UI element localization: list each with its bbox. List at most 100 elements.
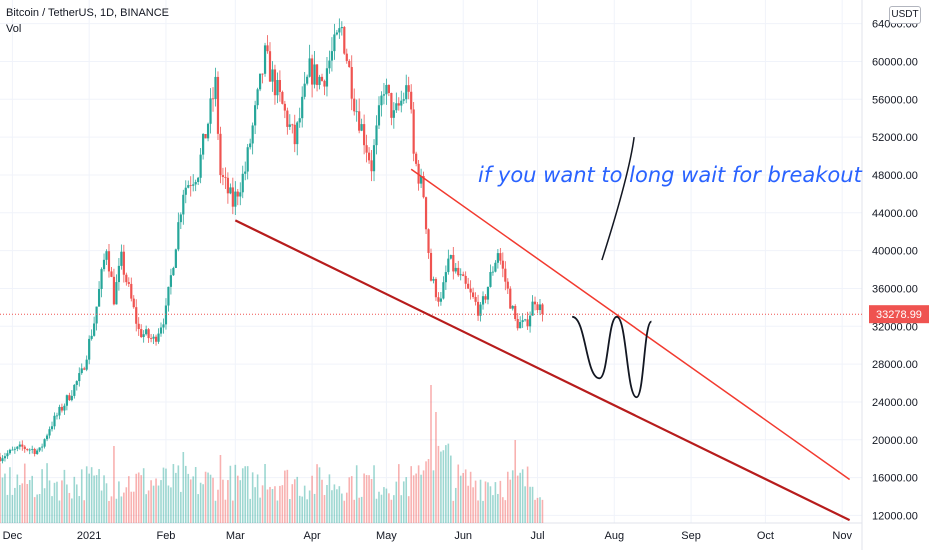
- volume-bar: [529, 486, 531, 523]
- volume-bar: [261, 485, 264, 523]
- volume-bar: [41, 469, 43, 523]
- candle-body: [325, 68, 329, 87]
- volume-bar: [192, 476, 195, 523]
- volume-bar: [251, 472, 254, 523]
- candle-body: [83, 368, 86, 370]
- y-tick-label: 44000.00: [872, 208, 918, 220]
- annotation-text[interactable]: if you want to long wait for breakout: [478, 163, 862, 187]
- volume-bar: [360, 496, 363, 523]
- volume-bar: [56, 481, 58, 523]
- candle-body: [271, 69, 274, 82]
- candle-body: [296, 122, 299, 145]
- volume-bar: [430, 385, 432, 523]
- volume-bar: [303, 485, 306, 523]
- volume-bar: [407, 496, 410, 523]
- candle-body: [162, 324, 165, 328]
- volume-bar: [338, 486, 341, 523]
- candle-body: [70, 395, 73, 401]
- volume-bar: [80, 469, 83, 523]
- candle-body: [298, 118, 301, 123]
- volume-bar: [58, 500, 61, 523]
- candle-body: [343, 27, 346, 54]
- candle-body: [345, 53, 348, 61]
- candle-body: [429, 252, 433, 281]
- candle-body: [442, 282, 445, 299]
- volume-bar: [66, 484, 68, 523]
- volume-bar: [236, 475, 239, 523]
- currency-button[interactable]: USDT: [889, 6, 921, 24]
- candle-body: [422, 176, 425, 198]
- volume-bar: [368, 475, 370, 523]
- candle-body: [397, 103, 400, 106]
- candle-body: [172, 267, 175, 276]
- volume-bar: [395, 481, 398, 523]
- volume-bar: [492, 495, 494, 523]
- candle-body: [541, 304, 544, 315]
- candle-body: [469, 288, 472, 293]
- candle-body: [385, 84, 388, 95]
- candle-body: [501, 260, 504, 269]
- volume-bar: [353, 499, 356, 523]
- candle-body: [308, 58, 311, 77]
- volume-bar: [459, 475, 462, 523]
- volume-bar: [388, 493, 390, 523]
- volume-bar: [370, 478, 373, 523]
- candle-body: [184, 187, 187, 195]
- candle-body: [38, 447, 41, 451]
- volume-bar: [31, 475, 34, 523]
- volume-bar: [311, 475, 313, 523]
- volume-bar: [432, 470, 435, 523]
- volume-bar: [469, 471, 472, 523]
- volume-bar: [11, 494, 14, 523]
- candle-body: [244, 171, 247, 174]
- volume-bar: [33, 497, 36, 523]
- candle-body: [293, 124, 296, 145]
- volume-bar: [229, 465, 232, 523]
- candle-body: [68, 395, 71, 401]
- volume-bar: [128, 476, 130, 523]
- lower-channel-line: [234, 219, 851, 522]
- volume-bar: [331, 490, 333, 523]
- volume-bar: [0, 463, 1, 523]
- volume-bar: [437, 445, 440, 523]
- volume-bar: [425, 461, 427, 523]
- volume-bar: [289, 499, 291, 523]
- volume-bar: [293, 479, 296, 523]
- volume-bar: [350, 476, 353, 523]
- y-tick-label: 28000.00: [872, 359, 918, 371]
- candle-body: [41, 446, 44, 448]
- volume-bar: [177, 465, 180, 523]
- candle-body: [241, 173, 244, 193]
- candle-body: [254, 105, 257, 126]
- candle-body: [328, 60, 331, 69]
- x-tick-label: 2021: [77, 530, 101, 542]
- volume-bar: [123, 492, 125, 523]
- y-tick-label: 60000.00: [872, 56, 918, 68]
- candle-body: [538, 304, 542, 311]
- volume-bar: [343, 500, 346, 523]
- symbol-title[interactable]: Bitcoin / TetherUS, 1D, BINANCE: [6, 7, 170, 19]
- volume-bar: [147, 490, 150, 523]
- volume-bar: [308, 490, 311, 523]
- candle-body: [459, 274, 462, 276]
- volume-bar: [182, 452, 185, 523]
- candle-body: [209, 98, 212, 124]
- candle-body: [211, 98, 215, 100]
- x-tick-label: Jun: [454, 530, 472, 542]
- y-tick-label: 24000.00: [872, 397, 918, 409]
- candle-body: [21, 444, 24, 447]
- candle-body: [340, 27, 343, 29]
- volume-label[interactable]: Vol: [6, 23, 22, 35]
- upper-channel-line: [410, 168, 851, 481]
- candle-body: [533, 301, 537, 305]
- candle-body: [509, 288, 512, 309]
- candle-body: [323, 80, 326, 87]
- candle-body: [55, 415, 59, 417]
- candle-body: [164, 305, 168, 325]
- candle-body: [112, 276, 116, 305]
- volume-bar: [464, 469, 467, 523]
- volume-bar: [511, 470, 514, 523]
- x-tick-label: Oct: [757, 530, 774, 542]
